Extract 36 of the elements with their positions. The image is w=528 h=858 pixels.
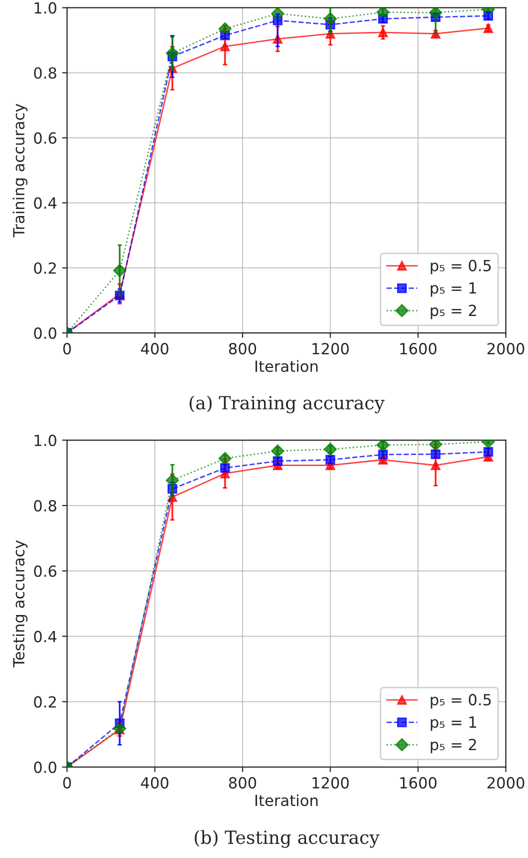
text: (b) Testing accuracy <box>194 830 380 848</box>
y-tick-label: 0.8 <box>34 500 56 512</box>
legend-label: p₅ = 0.5 <box>430 260 491 274</box>
x-tick-label: 1600 <box>400 777 436 789</box>
x-tick-label: 400 <box>140 342 168 354</box>
y-tick-label: 0.2 <box>34 262 56 274</box>
x-axis-title: Iteration <box>256 794 318 806</box>
legend-label: p₅ = 2 <box>430 304 476 320</box>
y-tick-label: 0.0 <box>34 762 56 774</box>
legend-label: p₅ = 1 <box>430 282 476 297</box>
x-tick-label: 2000 <box>488 342 524 354</box>
legend-label: p₅ = 2 <box>430 738 476 754</box>
x-axis-title: Iteration <box>256 360 318 372</box>
y-axis-title: Training accuracy <box>12 104 28 238</box>
legend-label: p₅ = 0.5 <box>430 694 491 708</box>
x-tick-label: 0 <box>63 777 71 789</box>
x-tick-label: 800 <box>229 342 256 354</box>
y-tick-label: 1.0 <box>34 2 56 14</box>
y-axis-title: Testing accuracy <box>12 540 28 668</box>
y-tick-label: 0.6 <box>34 132 56 144</box>
y-tick-label: 0.2 <box>34 696 56 708</box>
y-tick-label: 0.6 <box>34 565 56 577</box>
x-tick-label: 1200 <box>312 342 349 354</box>
x-tick-label: 2000 <box>488 777 524 789</box>
y-tick-label: 0.8 <box>34 67 56 79</box>
y-tick-label: 1.0 <box>34 434 56 446</box>
y-tick-label: 0.4 <box>34 630 56 642</box>
x-tick-label: 1200 <box>312 777 349 789</box>
y-tick-label: 0.4 <box>34 197 56 209</box>
legend-label: p₅ = 1 <box>430 716 476 731</box>
x-tick-label: 800 <box>229 777 256 789</box>
x-tick-label: 0 <box>63 342 71 354</box>
x-tick-label: 1600 <box>400 342 436 354</box>
text: (a) Training accuracy <box>190 396 385 414</box>
y-tick-label: 0.0 <box>34 327 56 339</box>
x-tick-label: 400 <box>140 777 168 789</box>
